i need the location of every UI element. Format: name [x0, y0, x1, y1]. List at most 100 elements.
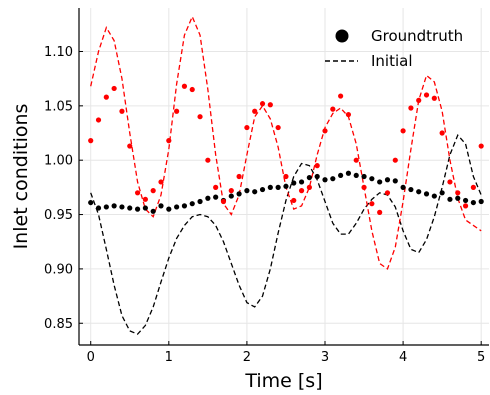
data-point-red-scatter: [369, 201, 375, 207]
data-point-groundtruth: [478, 198, 484, 205]
data-point-red-scatter: [283, 173, 289, 180]
data-point-red-scatter: [174, 108, 180, 114]
data-point-groundtruth: [197, 198, 203, 205]
y-tick-label: 0.85: [44, 317, 73, 332]
data-point-red-scatter: [267, 102, 273, 108]
data-point-groundtruth: [88, 199, 94, 206]
legend-label-initial: Initial: [371, 52, 413, 70]
data-point-red-scatter: [291, 197, 297, 204]
data-point-groundtruth: [244, 188, 250, 194]
data-point-red-scatter: [244, 124, 250, 131]
data-point-groundtruth: [127, 205, 133, 211]
data-point-groundtruth: [213, 194, 219, 200]
data-point-red-scatter: [392, 157, 398, 163]
x-tick-label: 0: [87, 350, 95, 365]
data-point-red-scatter: [166, 138, 172, 144]
data-point-groundtruth: [353, 172, 359, 179]
data-point-groundtruth: [150, 208, 156, 214]
legend-marker-groundtruth: [335, 29, 349, 43]
data-point-groundtruth: [252, 189, 258, 195]
data-point-groundtruth: [174, 204, 180, 210]
data-point-groundtruth: [158, 203, 164, 209]
data-point-groundtruth: [267, 184, 273, 190]
data-point-red-scatter: [455, 190, 461, 196]
data-point-groundtruth: [205, 195, 211, 201]
data-point-red-scatter: [462, 203, 469, 209]
data-point-red-scatter: [103, 94, 109, 100]
data-point-red-scatter: [259, 101, 266, 107]
data-point-groundtruth: [298, 179, 305, 185]
data-point-groundtruth: [95, 205, 102, 211]
data-point-red-scatter: [353, 157, 359, 163]
data-point-red-scatter: [134, 190, 141, 196]
data-point-red-scatter: [416, 97, 422, 103]
data-point-groundtruth: [361, 173, 367, 180]
data-point-red-scatter: [213, 184, 219, 190]
data-point-groundtruth: [431, 193, 437, 199]
data-point-red-scatter: [88, 138, 94, 144]
data-point-red-scatter: [377, 209, 383, 215]
data-point-red-scatter: [205, 157, 211, 163]
data-point-red-scatter: [220, 198, 227, 205]
data-point-red-scatter: [95, 117, 102, 123]
data-point-red-scatter: [322, 128, 328, 134]
data-point-groundtruth: [275, 184, 281, 190]
y-tick-label: 1.10: [44, 45, 73, 60]
data-point-red-scatter: [439, 130, 445, 136]
data-point-red-scatter: [298, 188, 305, 194]
data-point-red-scatter: [408, 105, 414, 111]
legend-label-groundtruth: Groundtruth: [371, 27, 463, 45]
data-point-groundtruth: [291, 180, 297, 186]
data-point-red-scatter: [275, 124, 281, 131]
y-tick-label: 0.90: [44, 262, 73, 277]
data-point-red-scatter: [197, 114, 203, 120]
y-axis-label: Inlet conditions: [10, 104, 32, 250]
data-point-red-scatter: [338, 93, 344, 99]
data-point-red-scatter: [470, 184, 476, 190]
x-axis-label: Time [s]: [244, 370, 322, 392]
data-point-groundtruth: [330, 176, 336, 182]
data-point-groundtruth: [259, 186, 266, 193]
data-point-red-scatter: [478, 143, 484, 149]
series-line-initial: [90, 133, 482, 335]
tick-labels: 0 1 2 3 4 5 0.85 0.90 0.95 1.00 1.05 1.10: [44, 45, 485, 365]
data-point-groundtruth: [103, 204, 109, 210]
data-point-groundtruth: [119, 204, 125, 210]
data-point-groundtruth: [236, 191, 242, 197]
y-tick-label: 1.05: [44, 99, 73, 114]
data-point-red-scatter: [158, 179, 164, 185]
data-point-red-scatter: [345, 111, 352, 118]
data-point-groundtruth: [384, 177, 391, 183]
data-point-red-scatter: [447, 179, 453, 185]
data-point-groundtruth: [345, 170, 352, 176]
data-point-groundtruth: [338, 172, 344, 179]
data-point-red-scatter: [431, 95, 437, 101]
data-point-red-scatter: [330, 106, 336, 112]
data-point-groundtruth: [314, 173, 320, 180]
data-point-groundtruth: [306, 174, 312, 181]
data-point-groundtruth: [455, 195, 461, 201]
data-point-red-scatter: [189, 86, 195, 93]
y-tick-label: 1.00: [44, 154, 73, 169]
data-point-red-scatter: [236, 173, 242, 180]
x-tick-label: 3: [321, 350, 329, 365]
data-point-groundtruth: [439, 190, 445, 196]
x-tick-label: 2: [243, 350, 251, 365]
data-point-red-scatter: [150, 188, 156, 194]
legend: Groundtruth Initial: [325, 27, 463, 70]
data-point-red-scatter: [384, 190, 391, 196]
data-point-groundtruth: [322, 177, 328, 183]
data-point-groundtruth: [369, 176, 375, 182]
data-point-groundtruth: [400, 184, 406, 190]
data-point-groundtruth: [423, 191, 430, 197]
data-point-groundtruth: [181, 203, 188, 209]
data-point-groundtruth: [408, 186, 414, 193]
data-point-groundtruth: [142, 205, 148, 211]
data-point-red-scatter: [314, 163, 320, 169]
series-line-red-line: [90, 15, 482, 270]
data-point-groundtruth: [392, 178, 398, 184]
x-tick-label: 1: [165, 350, 173, 365]
data-point-red-scatter: [306, 184, 312, 190]
data-point-red-scatter: [181, 83, 188, 89]
